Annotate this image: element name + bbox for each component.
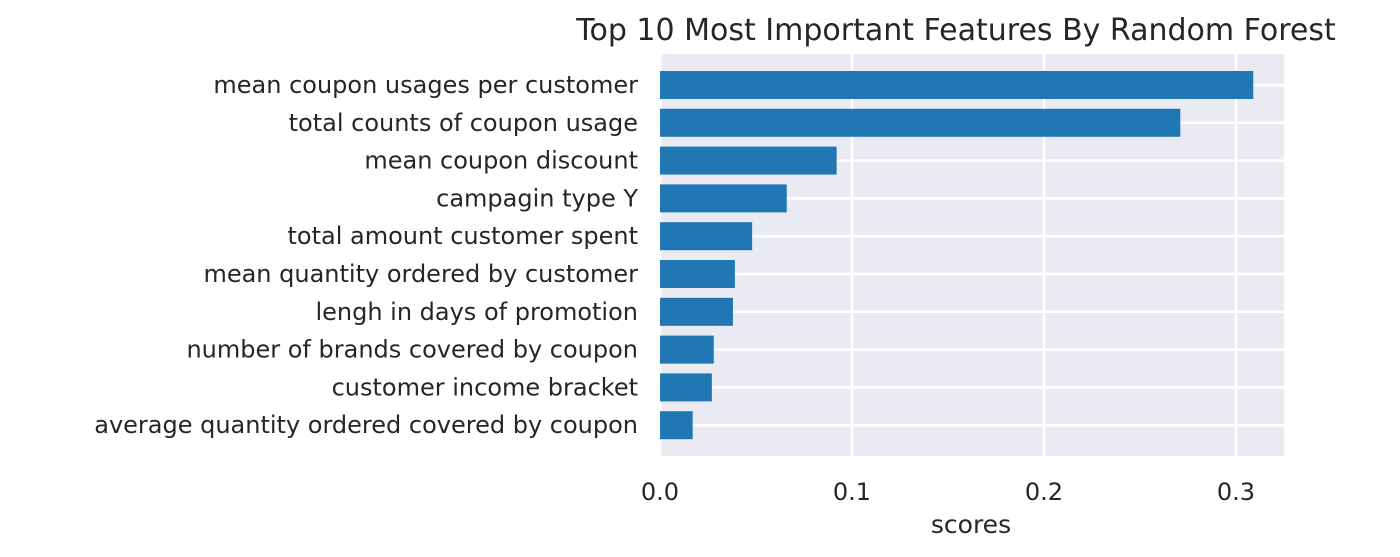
- y-tick-label-0: mean coupon usages per customer: [213, 71, 638, 99]
- bar-4: [660, 222, 753, 251]
- x-tick-label-1: 0.1: [833, 478, 871, 506]
- y-tick-labels: mean coupon usages per customer total cou…: [94, 71, 638, 439]
- y-tick-label-9: average quantity ordered covered by coup…: [94, 411, 638, 439]
- y-tick-label-7: number of brands covered by coupon: [186, 336, 638, 364]
- bar-9: [660, 411, 693, 440]
- bar-3: [660, 184, 787, 213]
- y-tick-label-6: lengh in days of promotion: [315, 298, 638, 326]
- bar-7: [660, 335, 714, 364]
- y-tick-label-3: campagin type Y: [436, 184, 638, 212]
- x-tick-label-2: 0.2: [1025, 478, 1063, 506]
- y-tick-label-1: total counts of coupon usage: [289, 109, 638, 137]
- y-tick-label-4: total amount customer spent: [287, 222, 638, 250]
- y-tick-label-2: mean coupon discount: [364, 147, 638, 175]
- y-tick-label-5: mean quantity ordered by customer: [203, 260, 638, 288]
- bar-2: [660, 146, 837, 175]
- bar-1: [660, 108, 1181, 137]
- bar-8: [660, 373, 712, 402]
- bar-5: [660, 260, 735, 288]
- x-tick-label-0: 0.0: [641, 478, 679, 506]
- chart-title: Top 10 Most Important Features By Random…: [575, 13, 1336, 48]
- bar-0: [660, 71, 1254, 99]
- x-tick-labels: 0.0 0.1 0.2 0.3: [641, 478, 1255, 506]
- x-tick-label-3: 0.3: [1217, 478, 1255, 506]
- bar-6: [660, 297, 733, 326]
- x-axis-label: scores: [931, 510, 1011, 539]
- bars: [660, 71, 1254, 440]
- y-tick-label-8: customer income bracket: [332, 373, 638, 401]
